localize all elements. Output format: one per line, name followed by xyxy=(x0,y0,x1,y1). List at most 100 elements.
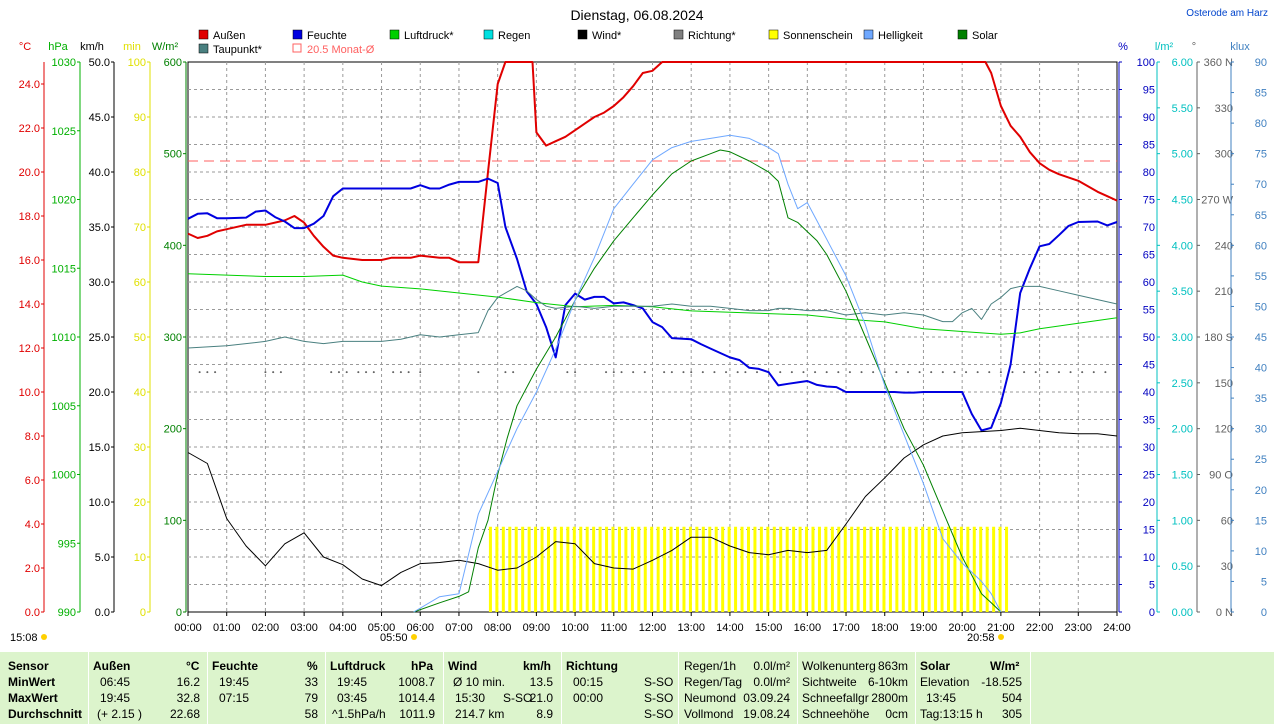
direction-point xyxy=(663,371,666,374)
right-axis-tick-label: 5 xyxy=(1149,580,1155,592)
direction-point xyxy=(814,371,817,374)
left-axis-tick-label: 1000 xyxy=(52,470,76,482)
right-axis-tick-label: 30 xyxy=(1255,424,1267,436)
sunshine-bar xyxy=(785,526,789,612)
direction-point xyxy=(357,371,360,374)
right-axis-tick-label: 0 N xyxy=(1216,607,1233,619)
left-axis-tick-label: 30.0 xyxy=(89,277,110,289)
direction-point xyxy=(214,371,217,374)
left-axis-tick-label: 80 xyxy=(134,167,146,179)
x-axis-tick-label: 09:00 xyxy=(523,622,551,634)
sunshine-bar xyxy=(830,526,834,612)
direction-point xyxy=(883,371,886,374)
sunshine-bar xyxy=(953,526,957,612)
direction-point xyxy=(918,371,921,374)
right-axis-tick-label: 5.00 xyxy=(1172,149,1193,161)
sunshine-bar xyxy=(934,526,938,612)
direction-point xyxy=(999,371,1002,374)
left-axis-unit: min xyxy=(123,41,141,53)
direction-point xyxy=(976,371,979,374)
left-axis-tick-label: 1015 xyxy=(52,263,76,275)
legend-swatch xyxy=(483,29,494,40)
right-axis-tick-label: 1.00 xyxy=(1172,515,1193,527)
row-label-min: MinWert xyxy=(8,675,56,689)
legend-swatch xyxy=(292,29,303,40)
direction-point xyxy=(399,371,402,374)
direction-point xyxy=(682,371,685,374)
richtung-max-time: 00:00 xyxy=(573,691,604,705)
right-axis-tick-label: 95 xyxy=(1143,85,1155,97)
direction-point xyxy=(779,371,782,374)
x-axis-tick-label: 12:00 xyxy=(639,622,667,634)
legend-swatch xyxy=(863,29,874,40)
sunshine-bar xyxy=(740,526,744,612)
direction-point xyxy=(330,371,333,374)
legend-label: Solar xyxy=(972,30,998,42)
sunshine-bar xyxy=(753,526,757,612)
sichtweite-label: Sichtweite xyxy=(802,675,857,689)
sun-marker xyxy=(41,634,47,640)
sunshine-bar xyxy=(998,526,1002,612)
right-axis-tick-label: 210 xyxy=(1215,286,1233,298)
neumond-value: 03.09.24 xyxy=(743,691,790,705)
right-axis-tick-label: 85 xyxy=(1255,88,1267,100)
sunshine-bar xyxy=(876,526,880,612)
direction-point xyxy=(930,371,933,374)
series-line-helligkeit xyxy=(413,134,1002,613)
left-axis-tick-label: 20.0 xyxy=(19,167,40,179)
sunshine-bar xyxy=(824,526,828,612)
sunshine-bar xyxy=(895,526,899,612)
direction-point xyxy=(953,371,956,374)
left-axis-tick-label: 35.0 xyxy=(89,222,110,234)
aussen-avg-delta: (+ 2.15 ) xyxy=(97,707,143,721)
sunshine-bar xyxy=(766,526,770,612)
left-axis-tick-label: 600 xyxy=(164,57,182,69)
sunshine-bar xyxy=(572,526,576,612)
direction-point xyxy=(620,371,623,374)
sunshine-bar xyxy=(508,526,512,612)
x-axis-tick-label: 06:00 xyxy=(406,622,434,634)
luftdruck-min-time: 19:45 xyxy=(337,675,368,689)
x-axis-tick-label: 01:00 xyxy=(213,622,241,634)
richtung-head: Richtung xyxy=(566,659,618,673)
legend-swatch xyxy=(198,43,209,54)
right-axis-tick-label: 85 xyxy=(1143,140,1155,152)
solar-max-time: 13:45 xyxy=(926,691,957,705)
weather-chart: Dienstag, 06.08.2024 Osterode am Harz Auße… xyxy=(10,7,1268,644)
sunshine-bar xyxy=(701,526,705,612)
x-axis-tick-label: 10:00 xyxy=(561,622,589,634)
right-axis-tick-label: 70 xyxy=(1255,179,1267,191)
solar-avg-value: 305 xyxy=(1001,707,1022,721)
series-line-taupunkt xyxy=(187,285,1118,349)
wind-avg10: Ø 10 min. xyxy=(453,675,506,689)
left-axis-tick-label: 200 xyxy=(164,424,182,436)
sunshine-bar xyxy=(708,526,712,612)
regen-tag-value: 0.0l/m² xyxy=(753,675,790,689)
left-axis-tick-label: 18.0 xyxy=(19,211,40,223)
legend-swatch xyxy=(577,29,588,40)
row-label-max: MaxWert xyxy=(8,691,58,705)
direction-point xyxy=(1057,371,1060,374)
right-axis-tick-label: 65 xyxy=(1255,210,1267,222)
sunshine-bar xyxy=(966,526,970,612)
sunshine-bar xyxy=(559,526,563,612)
legend-swatch xyxy=(673,29,684,40)
right-axis-tick-label: 10 xyxy=(1143,552,1155,564)
sunshine-bar xyxy=(495,526,499,612)
right-axis-tick-label: 55 xyxy=(1255,271,1267,283)
wind-max-dir: S-SO xyxy=(503,691,533,705)
sunshine-bar xyxy=(927,526,931,612)
sunshine-bar xyxy=(972,526,976,612)
left-axis-unit: hPa xyxy=(48,41,68,53)
right-axis-tick-label: 40 xyxy=(1255,363,1267,375)
right-axis-tick-label: 180 S xyxy=(1204,332,1233,344)
direction-point xyxy=(1046,371,1049,374)
sunshine-bar xyxy=(682,526,686,612)
direction-point xyxy=(477,371,480,374)
left-axis-tick-label: 25.0 xyxy=(89,332,110,344)
sunshine-bar xyxy=(946,526,950,612)
left-axis-tick-label: 15.0 xyxy=(89,442,110,454)
regen-1h-value: 0.0l/m² xyxy=(753,659,790,673)
direction-point xyxy=(825,371,828,374)
sunshine-bar xyxy=(540,526,544,612)
